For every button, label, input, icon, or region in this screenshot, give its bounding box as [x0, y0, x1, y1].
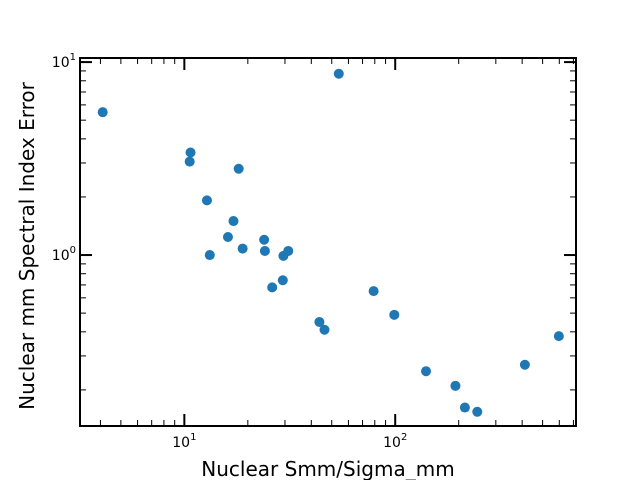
minor-ticks: [80, 58, 576, 426]
data-point: [319, 324, 330, 335]
data-point: [237, 243, 248, 254]
data-point: [519, 359, 530, 370]
axes-frame: [79, 57, 577, 427]
data-point: [184, 156, 195, 167]
x-axis-title: Nuclear Smm/Sigma_mm: [201, 457, 454, 480]
data-point: [459, 402, 470, 413]
data-point: [267, 282, 278, 293]
data-point: [333, 68, 344, 79]
data-points: [97, 68, 564, 417]
data-point: [277, 275, 288, 286]
data-point: [201, 195, 212, 206]
data-point: [314, 316, 325, 327]
data-point: [204, 250, 215, 261]
data-point: [97, 107, 108, 118]
data-point: [553, 331, 564, 342]
data-point: [368, 286, 379, 297]
tick-labels: 101 102 100 101: [52, 52, 408, 451]
x-tick-label: 101: [172, 432, 196, 451]
data-point: [233, 163, 244, 174]
data-point: [421, 366, 432, 377]
x-tick-label: 102: [383, 432, 407, 451]
y-tick-label: 101: [52, 52, 76, 71]
data-point: [472, 406, 483, 417]
data-point: [283, 245, 294, 256]
data-point: [222, 232, 233, 243]
y-tick-label: 100: [52, 245, 76, 264]
data-point: [185, 147, 196, 158]
plot-frame: [79, 57, 577, 427]
y-axis-title: Nuclear mm Spectral Index Error: [15, 81, 39, 410]
data-point: [259, 234, 270, 245]
major-ticks: [80, 58, 576, 426]
data-point: [450, 380, 461, 391]
data-point: [259, 245, 270, 256]
data-point: [389, 309, 400, 320]
data-point: [228, 216, 239, 227]
